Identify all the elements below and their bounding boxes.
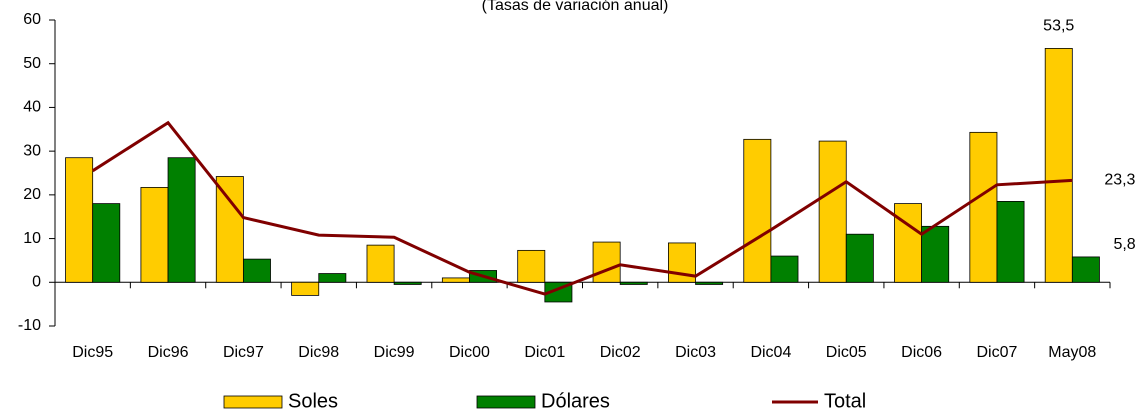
x-tick-label: Dic05 bbox=[826, 344, 867, 361]
bar bbox=[743, 138, 772, 283]
x-tick-label: Dic01 bbox=[524, 344, 565, 361]
bar bbox=[167, 157, 196, 283]
bar bbox=[215, 176, 244, 283]
x-tick-label: Dic07 bbox=[977, 344, 1018, 361]
y-tick-label: 30 bbox=[23, 142, 41, 159]
bar bbox=[441, 277, 470, 283]
bar bbox=[996, 201, 1025, 283]
bar bbox=[695, 281, 724, 285]
x-tick-label: Dic95 bbox=[72, 344, 113, 361]
x-tick-label: Dic97 bbox=[223, 344, 264, 361]
x-tick-label: May08 bbox=[1048, 344, 1096, 361]
bar bbox=[969, 131, 998, 283]
bar bbox=[366, 244, 395, 283]
data-label: 53,5 bbox=[1043, 18, 1074, 35]
y-tick-label: 0 bbox=[32, 274, 41, 291]
data-label: 23,3 bbox=[1104, 172, 1135, 189]
bar bbox=[1071, 256, 1100, 283]
legend-label: Total bbox=[824, 390, 866, 412]
bar bbox=[921, 225, 950, 283]
y-tick-label: 40 bbox=[23, 99, 41, 116]
bar bbox=[668, 242, 696, 283]
x-tick-label: Dic98 bbox=[298, 344, 339, 361]
x-tick-label: Dic03 bbox=[675, 344, 716, 361]
x-tick-label: Dic96 bbox=[148, 344, 189, 361]
legend-label: Dólares bbox=[541, 390, 610, 412]
y-tick-label: 60 bbox=[23, 11, 41, 28]
bar bbox=[592, 241, 621, 283]
bar bbox=[92, 203, 121, 283]
bar bbox=[619, 281, 648, 285]
legend-swatch bbox=[476, 395, 536, 409]
bar bbox=[393, 281, 422, 285]
bar bbox=[845, 233, 874, 283]
chart-title: (Tasas de variación anual) bbox=[482, 0, 669, 14]
legend-label: Soles bbox=[288, 390, 338, 412]
bar bbox=[140, 187, 169, 283]
bar bbox=[1044, 48, 1073, 283]
bar bbox=[770, 255, 799, 283]
bar bbox=[818, 140, 847, 283]
bar bbox=[318, 273, 347, 283]
line bbox=[91, 120, 1073, 296]
legend-swatch bbox=[223, 395, 283, 409]
bar bbox=[894, 203, 923, 283]
data-label: 5,8 bbox=[1113, 236, 1135, 253]
x-tick-label: Dic00 bbox=[449, 344, 490, 361]
x-tick-label: Dic04 bbox=[750, 344, 791, 361]
y-tick-label: 50 bbox=[23, 55, 41, 72]
bar bbox=[242, 258, 271, 283]
x-tick-label: Dic99 bbox=[374, 344, 415, 361]
bar bbox=[291, 281, 320, 296]
x-tick-label: Dic02 bbox=[600, 344, 641, 361]
x-tick-label: Dic06 bbox=[901, 344, 942, 361]
bar bbox=[517, 249, 546, 283]
y-tick-label: 10 bbox=[23, 230, 41, 247]
y-tick-label: -10 bbox=[18, 317, 41, 334]
y-tick-label: 20 bbox=[23, 186, 41, 203]
bar bbox=[65, 157, 94, 283]
